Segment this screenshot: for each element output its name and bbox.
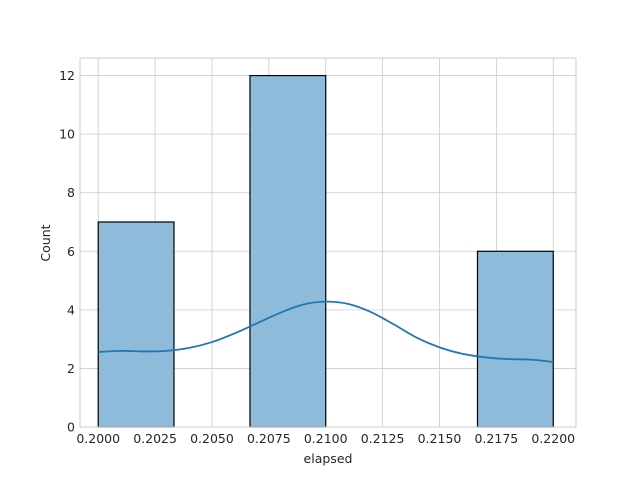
y-tick-label: 8 — [67, 185, 75, 200]
x-tick-label: 0.2125 — [361, 431, 405, 446]
y-tick-label: 2 — [67, 361, 75, 376]
x-tick-label: 0.2025 — [133, 431, 177, 446]
x-tick-label: 0.2150 — [418, 431, 462, 446]
y-tick-label: 6 — [67, 244, 75, 259]
y-tick-label: 4 — [67, 302, 75, 317]
kde-curve — [98, 300, 554, 363]
x-tick-label: 0.2050 — [190, 431, 234, 446]
x-tick-label: 0.2075 — [247, 431, 291, 446]
x-tick-label: 0.2100 — [304, 431, 348, 446]
x-axis-label: elapsed — [304, 451, 353, 466]
x-tick-label: 0.2200 — [531, 431, 575, 446]
y-tick-label: 12 — [59, 68, 75, 83]
x-tick-label: 0.2175 — [474, 431, 518, 446]
axes-frame — [79, 57, 577, 428]
histogram-bar — [97, 221, 175, 428]
y-tick-label: 0 — [67, 420, 75, 435]
y-tick-label: 10 — [59, 127, 75, 142]
histogram-bar — [249, 74, 327, 428]
histogram-bar — [476, 250, 554, 428]
plot-area: 0.2000 0.2025 0.2050 0.2075 0.2100 0.2125 0.21… — [59, 57, 577, 446]
y-axis-label: Count — [38, 224, 53, 261]
x-tick-label: 0.2000 — [76, 431, 120, 446]
